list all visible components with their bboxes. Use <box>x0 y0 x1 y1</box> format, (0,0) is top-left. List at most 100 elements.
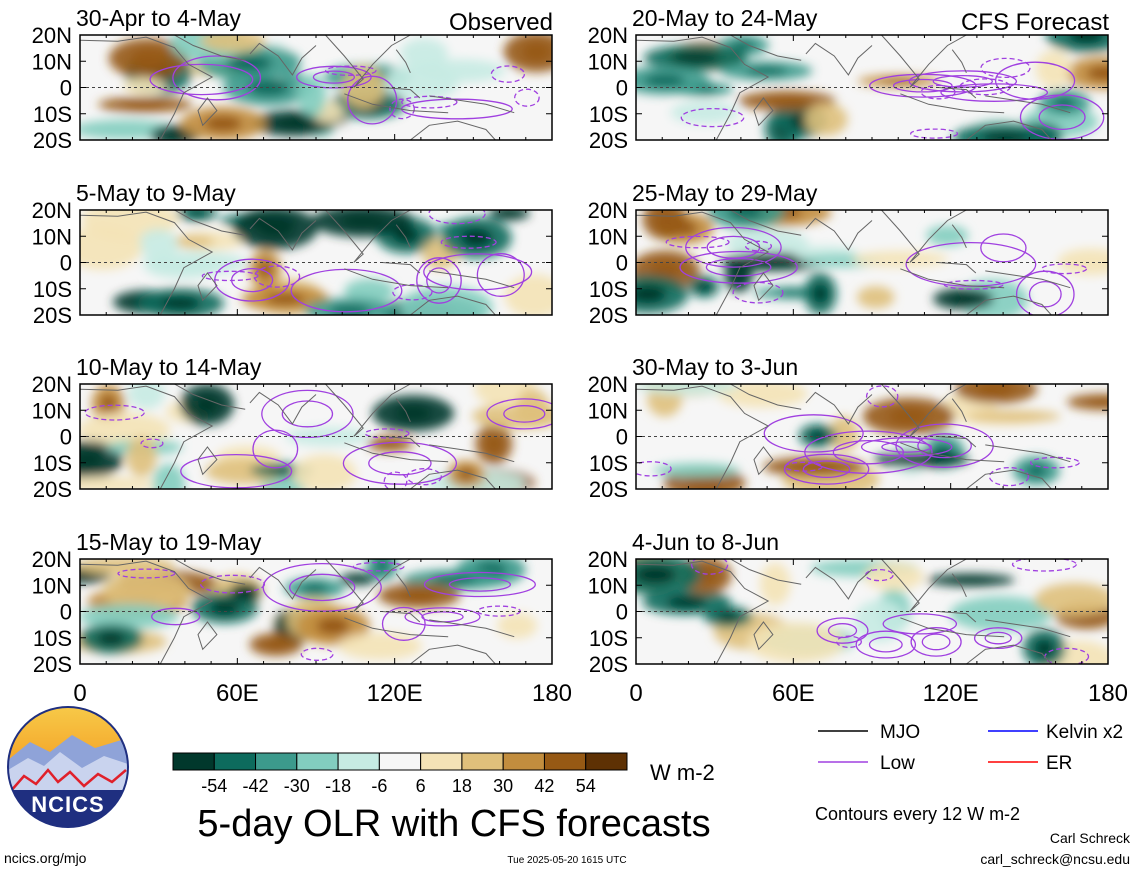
lat-label: 20N <box>588 372 628 397</box>
anomaly-core <box>1068 35 1105 44</box>
low-contour-inner <box>312 70 356 84</box>
lat-label: 10S <box>589 102 628 127</box>
low-contour-dashed <box>744 240 773 252</box>
lat-label: 10N <box>588 398 628 423</box>
lat-label: 20N <box>32 198 72 223</box>
coastline <box>325 210 410 263</box>
coastline <box>198 98 217 125</box>
positive-anomaly-blob <box>80 476 155 489</box>
anomaly-core <box>188 210 207 217</box>
anomaly-core <box>636 565 677 584</box>
low-contour-solid <box>940 83 1049 102</box>
coastlines <box>636 35 1070 140</box>
negative-anomaly-blob <box>653 463 740 478</box>
negative-anomaly-blob <box>926 225 969 247</box>
low-contour-solid <box>172 55 262 101</box>
coastline <box>966 121 1051 140</box>
lat-label: 20S <box>33 303 72 328</box>
coastline <box>636 386 768 489</box>
olr-anomaly-field <box>80 210 552 315</box>
coastline <box>636 212 768 315</box>
low-contour-dashed <box>117 568 176 579</box>
coastline <box>325 35 410 88</box>
anomaly-core <box>238 588 253 597</box>
positive-anomaly-blob <box>1057 248 1108 276</box>
coastline <box>730 559 801 584</box>
low-contour-dashed <box>636 461 672 477</box>
anomaly-core <box>1034 639 1055 658</box>
panel-title: 25-May to 29-May <box>632 180 818 206</box>
colorbar-swatch <box>420 752 463 771</box>
low-contour-solid <box>973 627 1023 650</box>
anomaly-core <box>349 576 367 582</box>
anomaly-core <box>949 294 977 304</box>
positive-anomaly-blob <box>966 410 1061 423</box>
anomaly-core <box>981 131 1029 140</box>
lat-label: 20N <box>32 23 72 48</box>
coastline <box>410 296 495 315</box>
colorbar-tick-label: -42 <box>243 776 269 796</box>
colorbar-swatch <box>172 752 215 771</box>
lat-label: 20S <box>589 303 628 328</box>
positive-anomaly-blob <box>717 384 808 408</box>
low-contour-dashed <box>401 95 458 109</box>
positive-anomaly-blob <box>102 571 191 611</box>
logo-text: NCICS <box>31 792 104 817</box>
panel-title: 20-May to 24-May <box>632 5 818 31</box>
anomaly-core <box>274 117 313 130</box>
lat-label: 0 <box>60 425 72 450</box>
anomaly-core <box>394 405 432 422</box>
coastline <box>344 437 514 462</box>
anomaly-core <box>1025 464 1047 478</box>
low-contour-solid <box>763 414 864 453</box>
low-contours <box>636 385 1080 487</box>
coastline <box>174 210 245 235</box>
low-contour-solid <box>980 233 1027 263</box>
low-contour-inner <box>368 451 432 476</box>
anomaly-core <box>339 214 386 229</box>
anomaly-core <box>666 596 707 608</box>
low-contour-dashed <box>490 65 526 83</box>
anomaly-core <box>765 96 809 106</box>
colorbar-swatch <box>213 752 257 771</box>
lat-label: 0 <box>616 425 628 450</box>
anomaly-core <box>977 384 1015 396</box>
anomaly-core <box>1086 65 1108 81</box>
anomaly-core <box>256 218 295 238</box>
low-contour-dashed <box>199 574 266 594</box>
coastline <box>806 392 872 424</box>
coastlines <box>80 35 514 140</box>
anomaly-core <box>300 583 329 593</box>
anomaly-core <box>264 639 288 650</box>
low-contour-solid <box>882 613 958 635</box>
low-contour-dashed <box>959 78 1011 96</box>
low-contour-solid <box>180 453 293 489</box>
coastline <box>881 384 966 437</box>
low-contour-dashed <box>784 461 823 472</box>
low-contour-solid <box>476 253 525 297</box>
legend-mjo-label: MJO <box>880 722 920 743</box>
colorbar-swatch <box>543 752 587 771</box>
lat-label: 10S <box>589 277 628 302</box>
olr-anomaly-field <box>636 210 1108 315</box>
lat-label: 20N <box>588 23 628 48</box>
low-contour-dashed <box>864 568 894 582</box>
low-contour-dashed <box>910 128 959 139</box>
coastline <box>952 50 966 73</box>
coastline <box>250 43 316 75</box>
coastlines <box>80 384 514 489</box>
lat-label: 10S <box>33 451 72 476</box>
coastline <box>754 447 773 474</box>
low-contour-dashed <box>253 265 301 288</box>
low-contour-dashed <box>943 279 1004 290</box>
anomaly-core <box>329 304 371 315</box>
footer-timestamp: Tue 2025-05-20 1615 UTC <box>507 855 626 866</box>
coastline <box>881 559 966 612</box>
footer-url: ncics.org/mjo <box>4 850 87 866</box>
low-contour-inner <box>868 636 903 653</box>
main-title: 5-day OLR with CFS forecasts <box>197 803 710 845</box>
low-contour-solid <box>252 429 299 469</box>
anomaly-core <box>460 228 493 248</box>
